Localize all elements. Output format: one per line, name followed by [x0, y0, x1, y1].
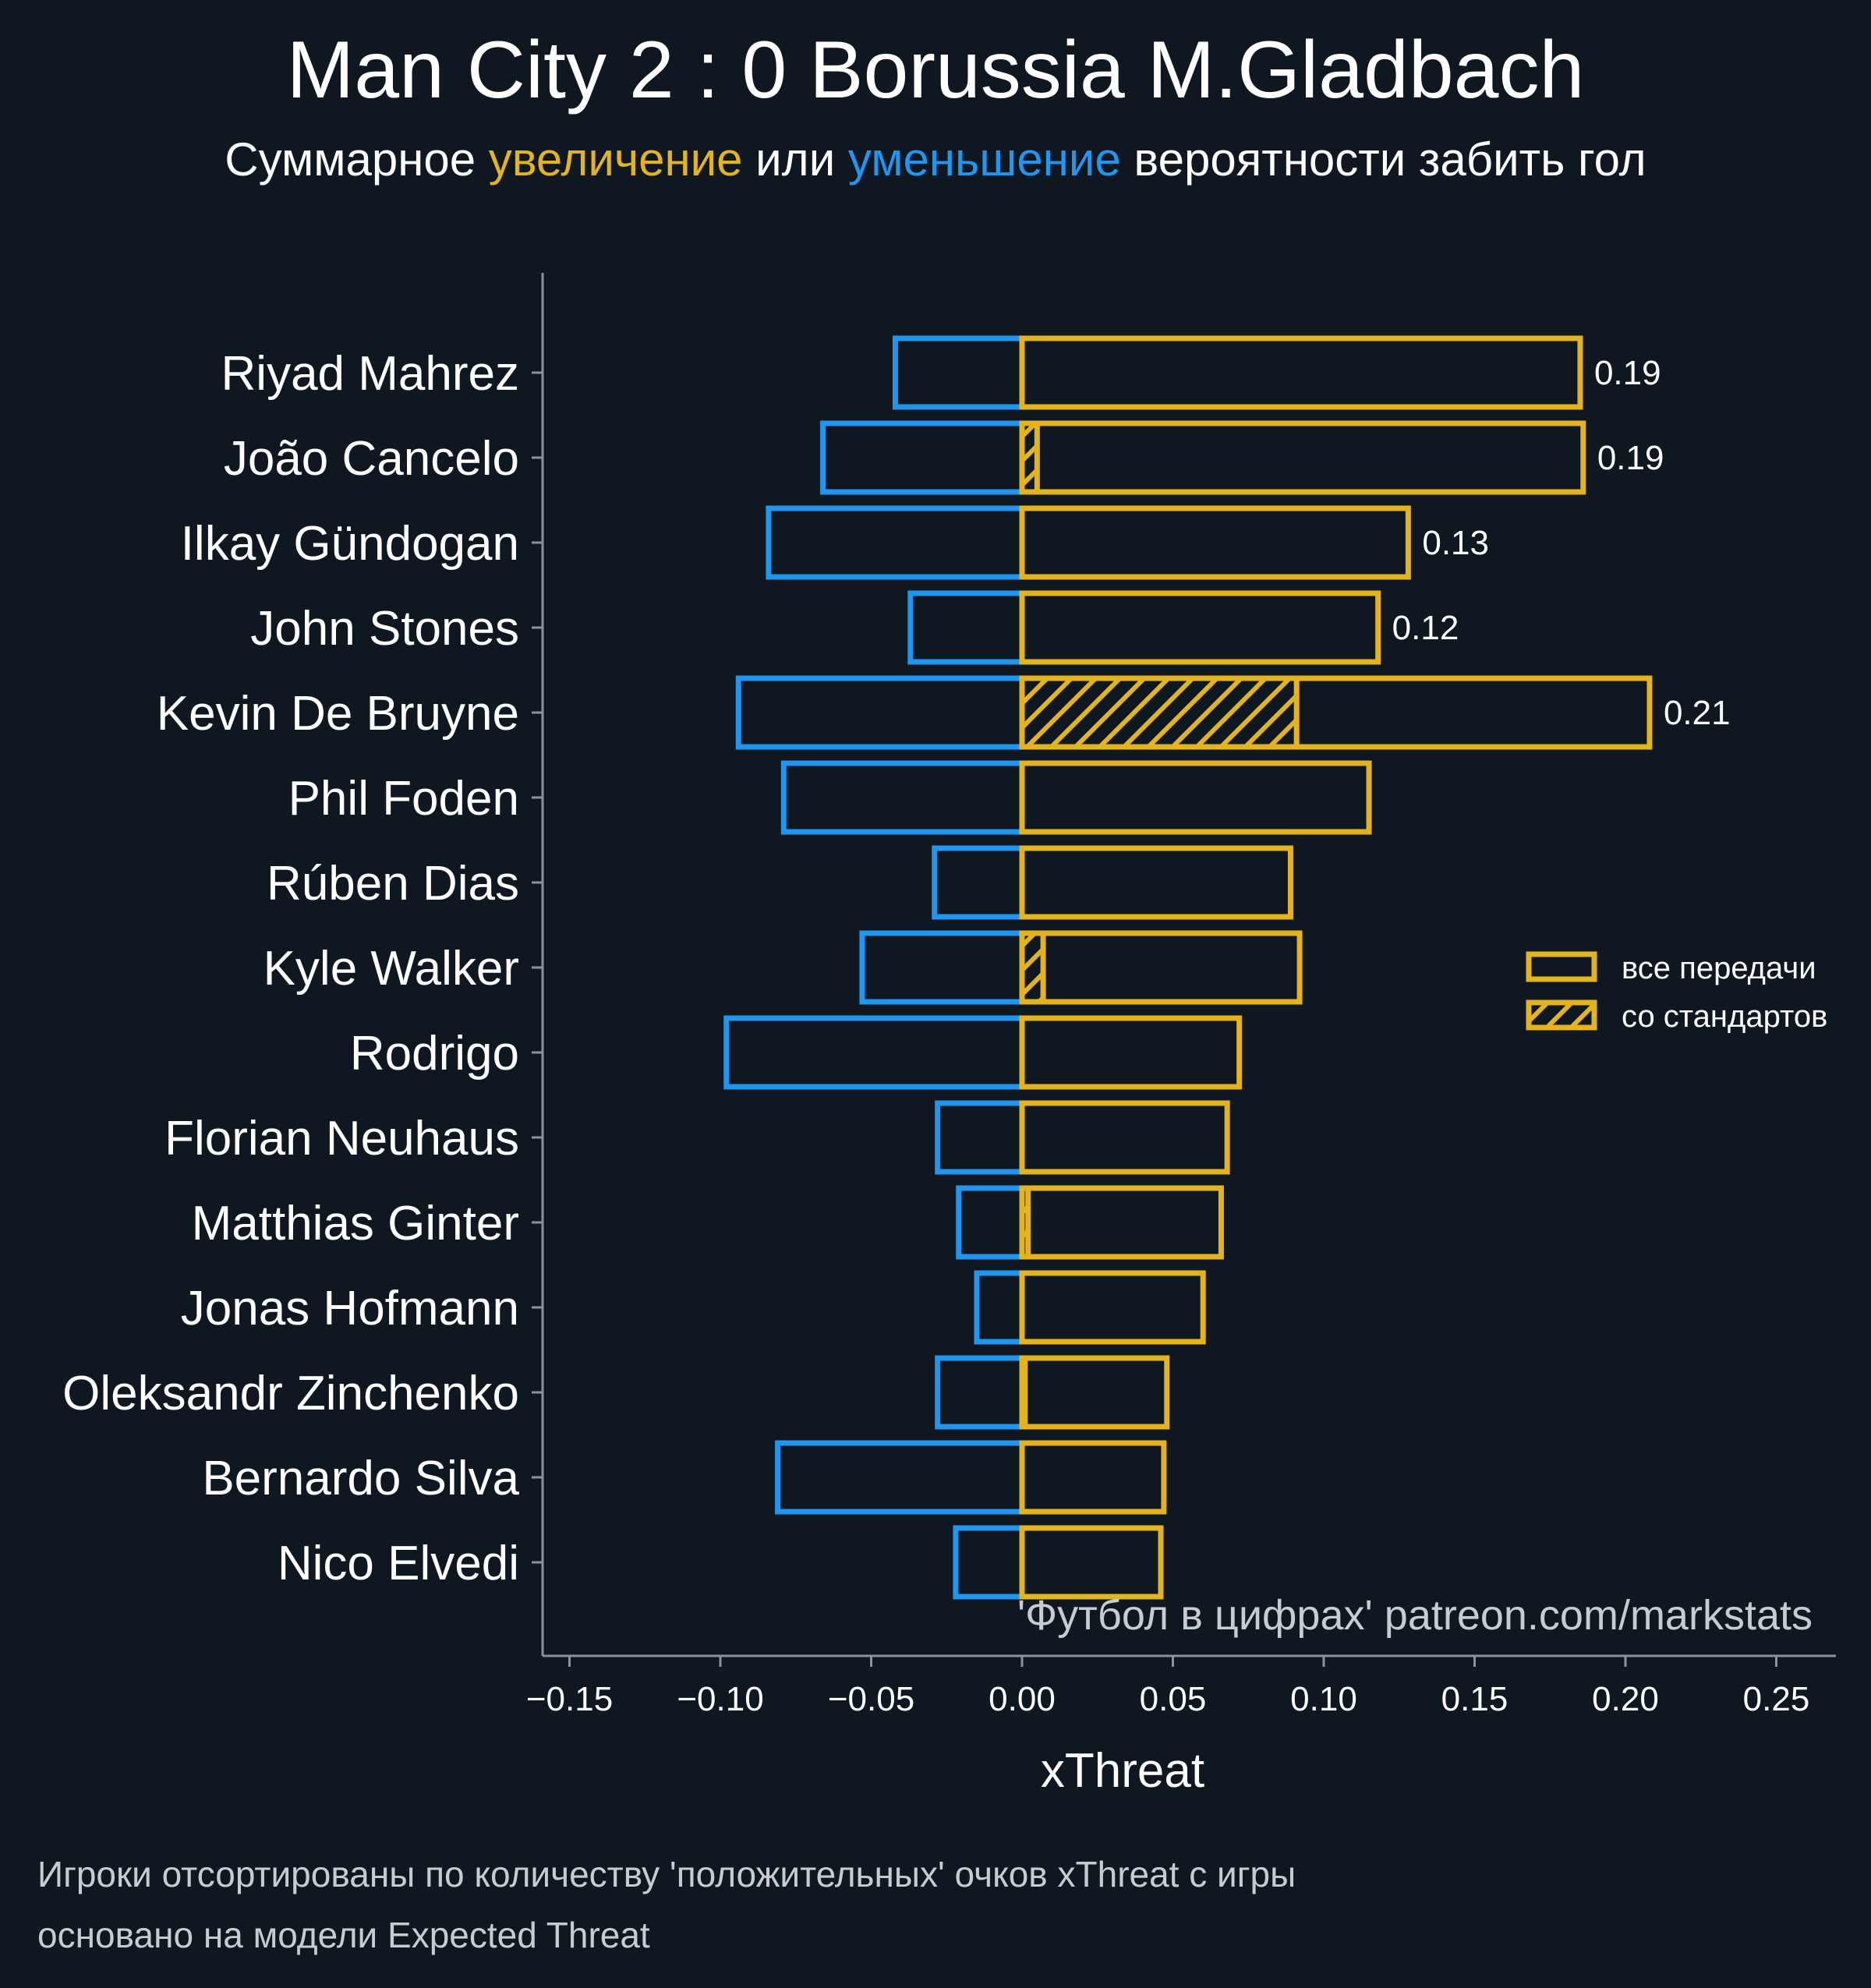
bar-positive — [1019, 420, 1586, 495]
x-tick-label: 0.15 — [1441, 1680, 1508, 1718]
y-tick-label: João Cancelo — [224, 432, 519, 486]
x-tick-label: −0.05 — [828, 1680, 914, 1718]
data-label: 0.21 — [1664, 694, 1731, 732]
y-tick-label: Oleksandr Zinchenko — [62, 1367, 519, 1420]
subtitle-part: вероятности забить гол — [1121, 133, 1646, 186]
chart-subtitle: Суммарное увеличение или уменьшение веро… — [225, 133, 1646, 186]
bar-positive — [1019, 1525, 1164, 1600]
bars: 0.19 0.19 0.13 0.12 0.21 — [723, 335, 1731, 1600]
data-label: 0.19 — [1594, 354, 1661, 392]
y-tick-label: Kevin De Bruyne — [157, 687, 519, 741]
x-tick-label: −0.10 — [677, 1680, 763, 1718]
y-tick-label: Ilkay Gündogan — [181, 517, 519, 571]
subtitle-increase: увеличение — [489, 133, 743, 186]
bar-positive — [1019, 1100, 1230, 1175]
footnote-1: Игроки отсортированы по количеству 'поло… — [37, 1854, 1296, 1894]
bar-negative — [953, 1525, 1025, 1600]
x-tick-label: 0.05 — [1140, 1680, 1207, 1718]
bar-positive — [1019, 1015, 1243, 1090]
bar-negative — [775, 1440, 1025, 1515]
bar-setpieces — [1019, 930, 1046, 1005]
legend-swatch-setpieces — [1526, 999, 1597, 1031]
bar-negative — [859, 930, 1025, 1005]
x-tick-label: 0.25 — [1743, 1680, 1810, 1718]
x-tick-label: −0.15 — [526, 1680, 613, 1718]
bar-negative — [892, 335, 1025, 410]
bar-positive — [1019, 335, 1583, 410]
bar-negative — [932, 845, 1025, 920]
bar-positive — [1019, 1355, 1170, 1430]
x-tick-label: 0.20 — [1592, 1680, 1659, 1718]
bar-positive — [1019, 1270, 1206, 1345]
x-tick-label: 0.10 — [1290, 1680, 1357, 1718]
data-label: 0.19 — [1597, 439, 1664, 477]
y-tick-label: Matthias Ginter — [192, 1197, 519, 1250]
bar-positive — [1019, 760, 1372, 835]
watermark: 'Футбол в цифрах' patreon.com/markstats — [1017, 1592, 1813, 1639]
legend-label-setpieces: со стандартов — [1622, 999, 1827, 1034]
y-tick-label: Rodrigo — [350, 1027, 519, 1081]
subtitle-decrease: уменьшение — [848, 133, 1121, 186]
y-tick-label: Kyle Walker — [263, 942, 519, 996]
y-tick-label: Jonas Hofmann — [181, 1282, 519, 1335]
bar-negative — [907, 590, 1025, 665]
legend: все передачи со стандартов — [1526, 951, 1827, 1034]
bar-negative — [735, 675, 1025, 750]
bar-positive — [1019, 930, 1303, 1005]
y-tick-label: Florian Neuhaus — [164, 1112, 519, 1166]
legend-label-all: все передачи — [1622, 951, 1816, 985]
y-tick-label: Nico Elvedi — [278, 1537, 519, 1590]
bar-negative — [780, 760, 1025, 835]
bar-positive — [1019, 1185, 1224, 1260]
y-tick-label: Bernardo Silva — [202, 1452, 519, 1505]
y-tick-label: Rúben Dias — [267, 857, 519, 911]
subtitle-part: или — [743, 133, 848, 186]
bar-negative — [723, 1015, 1025, 1090]
bar-negative — [935, 1355, 1025, 1430]
axes: Riyad Mahrez João Cancelo Ilkay Gündogan Jo… — [62, 273, 1836, 1718]
bar-negative — [956, 1185, 1025, 1260]
bar-negative — [974, 1270, 1025, 1345]
y-tick-label: John Stones — [250, 602, 519, 656]
y-tick-label: Phil Foden — [288, 772, 519, 826]
bar-positive — [1019, 675, 1653, 750]
bar-positive — [1019, 590, 1381, 665]
bar-positive — [1019, 505, 1411, 580]
subtitle-part: Суммарное — [225, 133, 488, 186]
bar-negative — [820, 420, 1025, 495]
footnote-2: основано на модели Expected Threat — [37, 1915, 650, 1955]
y-tick-label: Riyad Mahrez — [221, 347, 519, 401]
x-tick-label: 0.00 — [989, 1680, 1056, 1718]
bar-negative — [935, 1100, 1025, 1175]
bar-setpieces — [1019, 675, 1300, 750]
data-label: 0.12 — [1392, 609, 1459, 647]
legend-swatch-all — [1526, 951, 1597, 982]
bar-negative — [766, 505, 1025, 580]
data-label: 0.13 — [1422, 524, 1489, 562]
bar-positive — [1019, 1440, 1167, 1515]
x-axis-label: xThreat — [1041, 1744, 1204, 1798]
bar-positive — [1019, 845, 1293, 920]
chart-title: Man City 2 : 0 Borussia M.Gladbach — [287, 25, 1585, 115]
